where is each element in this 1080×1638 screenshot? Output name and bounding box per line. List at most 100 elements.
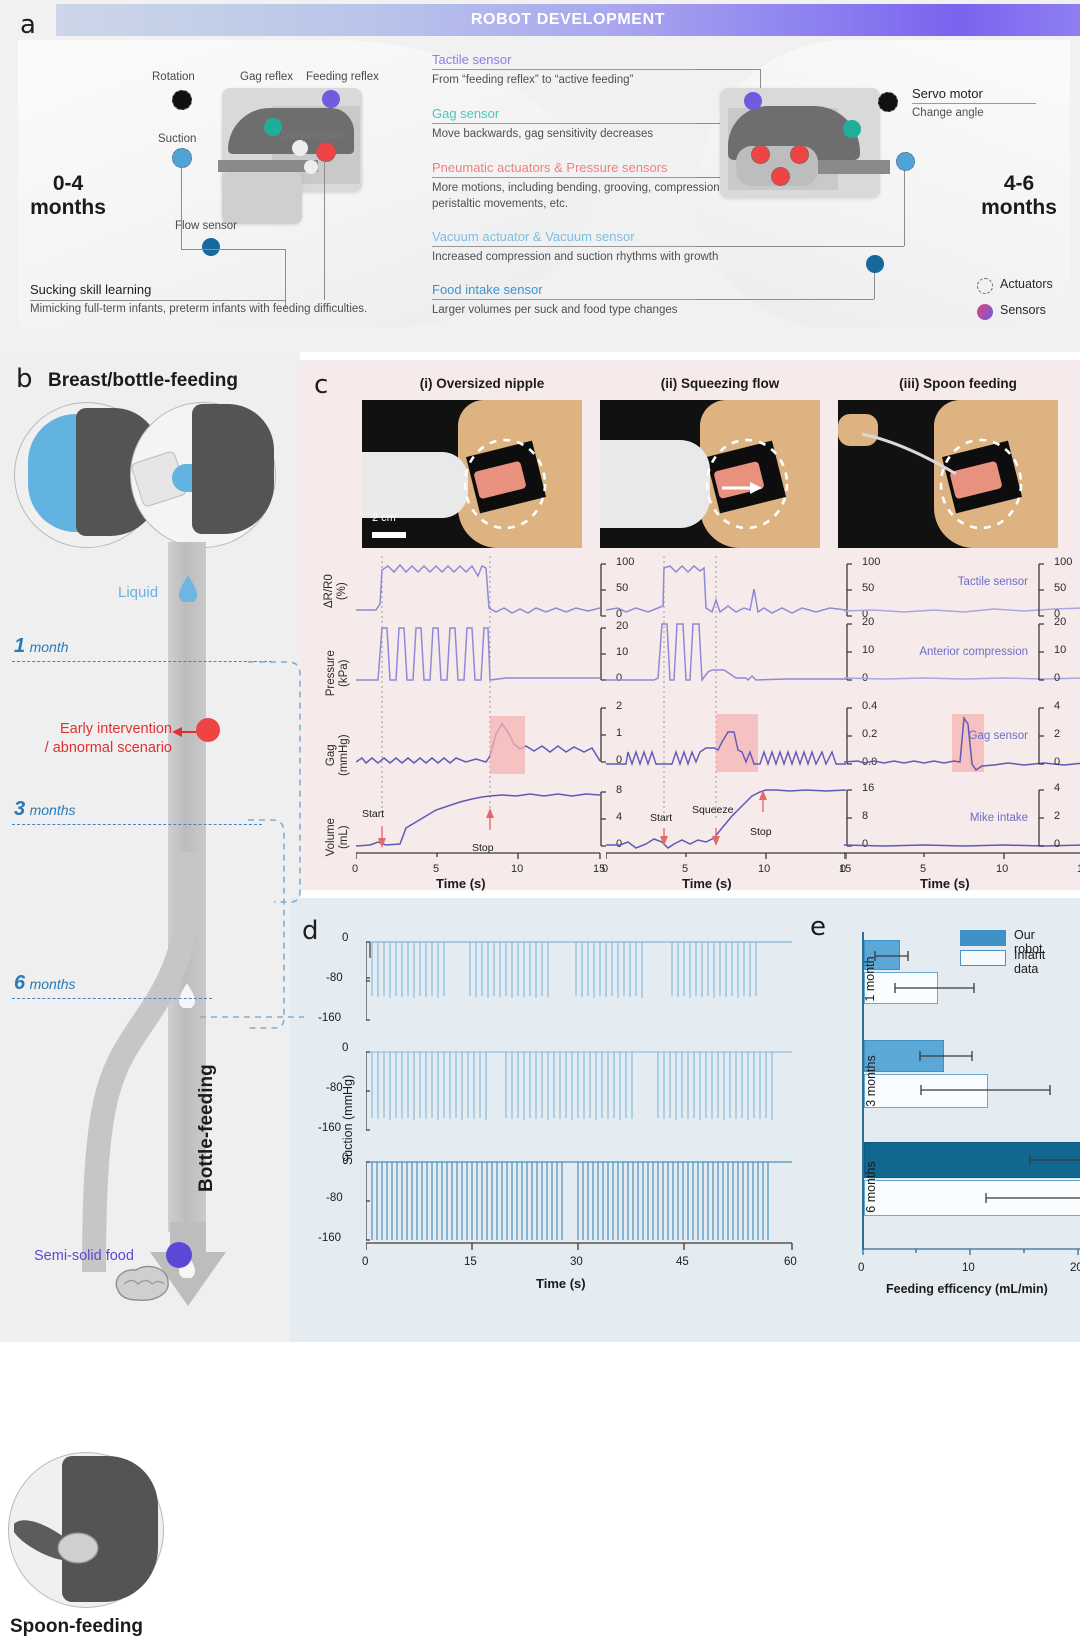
liquid-drop-icon-3 [179, 1253, 195, 1278]
gag-reflex-sensor-dot [264, 118, 282, 136]
legend-actuators-label: Actuators [1000, 277, 1053, 291]
sucking-skill-block: Sucking skill learning [30, 282, 151, 297]
c-c2-r1-t1: 100 [862, 556, 881, 568]
c-c2-r1-t2: 50 [862, 582, 875, 594]
c-c1-r3-t2: 1 [616, 727, 623, 739]
milestone-1-num: 1 [14, 635, 26, 657]
age-right-line1: 4-6 [1003, 172, 1035, 195]
a-item-tactile-desc: From “feeding reflex” to “active feeding… [432, 74, 634, 86]
leader-compression [324, 160, 325, 300]
label-gag-reflex: Gag reflex [240, 71, 294, 83]
e-cat-6months: 6 months [864, 1161, 878, 1213]
legend-actuators-icon [977, 278, 993, 294]
e-err-robot-6months [1029, 1155, 1080, 1165]
photo-spoon-feeding [838, 400, 1058, 548]
pneumatic-dot-3 [771, 167, 790, 186]
c-col1-axes [600, 563, 606, 847]
infant-head-silhouette-2 [192, 404, 274, 534]
panel-c-col2-title: (ii) Squeezing flow [660, 376, 780, 391]
d3-yt2: -160 [318, 1232, 342, 1244]
a-item-tactile-heading: Tactile sensor [432, 52, 742, 70]
c-col1-stop-label: Stop [472, 842, 494, 854]
e-legend-label-robot: Our robot [1014, 928, 1043, 956]
c-c2-r3-t1: 0.4 [862, 700, 878, 712]
food-blob-icon [115, 1265, 169, 1301]
liquid-drop-icon [179, 575, 197, 602]
milestone-6-months: 6 months [14, 972, 76, 995]
timeline-connectors [248, 661, 301, 1029]
panel-a: a ROBOT DEVELOPMENT Rotation Gag reflex … [0, 0, 1080, 352]
e-legend-label-infant: Infant data [1014, 948, 1046, 976]
panel-d-letter: d [302, 916, 319, 946]
c-c3-r3-t3: 0 [1054, 756, 1061, 768]
d-xt4: 60 [784, 1256, 797, 1268]
suction-actuator-dot [172, 148, 192, 168]
c-col3-xaxis [844, 852, 1080, 859]
c-c3-r1-t2: 50 [1054, 582, 1067, 594]
e-err-robot-1month [874, 951, 909, 961]
compression-actuator-dot [316, 142, 336, 162]
a-item-vacuum: Vacuum actuator & Vacuum sensor Increase… [432, 229, 762, 266]
panel-c-col3-title: (iii) Spoon feeding [899, 376, 1017, 391]
d-ylabel: Suction (mmHg) [341, 1074, 355, 1166]
a-item-gag: Gag sensor Move backwards, gag sensitivi… [432, 106, 742, 143]
milestone-3-months: 3 months [14, 798, 76, 821]
c-col3-axes [1038, 563, 1044, 847]
scalebar-text: 2 cm [372, 512, 396, 524]
age-left: 0-4 months [18, 172, 118, 219]
e-cat-1month: 1 month [863, 956, 877, 1002]
c-col3-xt3: 15 [1077, 863, 1080, 875]
milestone-3-unit: months [29, 802, 76, 818]
panel-b-title: Breast/bottle-feeding [48, 370, 239, 391]
label-flow-sensor: Flow sensor [175, 220, 237, 232]
e-legend-swatch-robot [960, 930, 1006, 946]
c-col2-axes [846, 563, 852, 847]
c-ylabel-row3: Gag (mmHg) [324, 734, 350, 776]
d2-yt0: 0 [342, 1042, 349, 1054]
e-xt0: 0 [858, 1262, 865, 1274]
a-item-food-intake: Food intake sensor Larger volumes per su… [432, 282, 762, 319]
panel-c: c (i) Oversized nipple (ii) Squeezing fl… [300, 360, 1080, 891]
c-col1-xt0: 0 [352, 863, 359, 875]
label-suction: Suction [158, 133, 197, 145]
c-col2-xt1: 5 [682, 863, 689, 875]
c-col3-xlabel: Time (s) [920, 876, 970, 891]
c-c3-r4-t3: 0 [1054, 838, 1061, 850]
e-xaxis [862, 1248, 1080, 1255]
a-item-vacuum-desc: Increased compression and suction rhythm… [432, 251, 719, 263]
conn-food-h [694, 299, 874, 300]
c-c2-r3-t2: 0.2 [862, 728, 878, 740]
a-item-gag-heading: Gag sensor [432, 106, 742, 124]
a-item-food-intake-heading: Food intake sensor [432, 282, 762, 300]
early-intervention-line2: / abnormal scenario [44, 740, 172, 757]
e-legend-swatch-infant [960, 950, 1006, 966]
chamber-b [304, 160, 318, 174]
c-c3-r4-t2: 2 [1054, 810, 1061, 822]
liquid-label: Liquid [118, 584, 159, 601]
e-err-infant-6months [985, 1193, 1080, 1203]
semi-solid-food-label: Semi-solid food [34, 1248, 134, 1264]
chamber-a [292, 140, 308, 156]
panel-c-letter: c [314, 370, 329, 400]
pneumatic-dot-1 [751, 145, 770, 164]
milestone-6-unit: months [29, 976, 76, 992]
c-col1-xaxis [356, 852, 601, 859]
throat-left [222, 172, 302, 224]
c-col2-stop-label: Stop [750, 826, 772, 838]
c-col2-xt3: 15 [839, 863, 852, 875]
d-subplot-1month [366, 941, 792, 1021]
c-series-label-mike: Mike intake [969, 812, 1028, 824]
d-xt3: 45 [676, 1256, 689, 1268]
c-ylabel-row2: Pressure (kPa) [324, 650, 350, 697]
spoon-feeding-label: Spoon-feeding [10, 1616, 143, 1637]
semi-solid-food-dot [166, 1242, 192, 1268]
c-c2-r2-t2: 10 [862, 644, 875, 656]
timeline-branch [82, 852, 200, 1272]
panel-c-col1-title: (i) Oversized nipple [419, 376, 545, 391]
conn-tactile-v [760, 69, 761, 98]
c-col2-xt2: 10 [758, 863, 771, 875]
scalebar-icon [372, 532, 406, 538]
c-c3-r2-t1: 20 [1054, 616, 1067, 628]
c-c1-r2-t1: 20 [616, 620, 629, 632]
